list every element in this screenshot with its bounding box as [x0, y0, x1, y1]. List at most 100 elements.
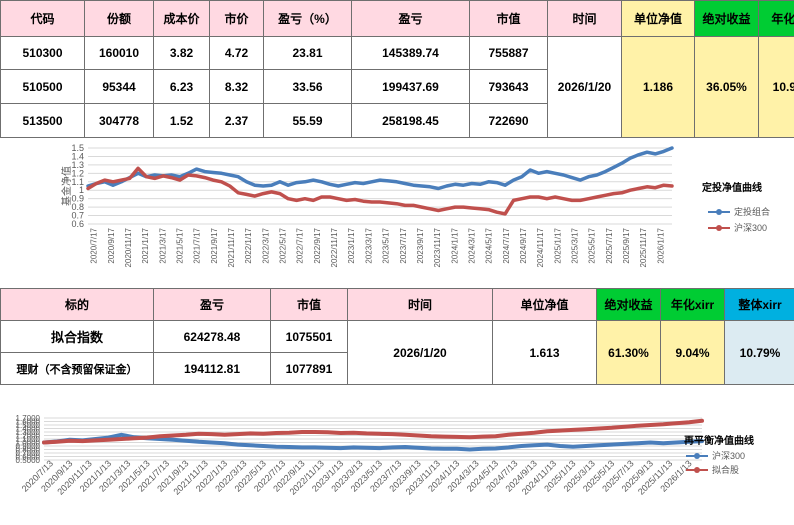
header-date: 时间: [547, 0, 622, 37]
header-nav: 单位净值: [492, 288, 597, 321]
x-tick-label: 2022/7/17: [296, 227, 305, 263]
x-tick-label: 2020/7/17: [90, 227, 99, 263]
y-axis-label: 基金净值: [60, 166, 73, 206]
y-tick-label: 0.6: [71, 219, 84, 229]
header-cost: 成本价: [153, 0, 210, 37]
y-tick-label: 1.5: [71, 143, 84, 153]
cell-value: 722690: [469, 103, 548, 138]
header-pnl-pct: 盈亏（%）: [263, 0, 352, 37]
cell-value: 755887: [469, 36, 548, 70]
x-tick-label: 2023/1/17: [347, 227, 356, 263]
table-row: 理财（不含预留保证金） 194112.81 1077891: [0, 352, 794, 385]
x-tick-label: 2021/5/17: [175, 227, 184, 263]
chart-title: 定投净值曲线: [702, 181, 762, 194]
y-tick-label: 0.6000: [16, 453, 41, 462]
nav-chart-svg: 0.60.70.80.911.11.21.31.41.5 2020/7/17 202…: [60, 143, 770, 267]
y-tick-label: 0.9000: [16, 442, 41, 451]
summary-annual: 10.95%: [758, 36, 794, 138]
y-tick-label: 1.6000: [16, 418, 41, 427]
y-tick-label: 1.5000: [16, 421, 41, 430]
portfolio-table: 标的 盈亏 市值 时间 单位净值 绝对收益 年化xirr 整体xirr 拟合指数…: [0, 288, 794, 385]
summary-abs-return: 36.05%: [694, 36, 759, 138]
header-price: 市价: [209, 0, 264, 37]
cell-value: 1077891: [270, 352, 348, 385]
cell-price: 2.37: [209, 103, 264, 138]
y-tick-label: 1.4000: [16, 425, 41, 434]
summary-nav: 1.186: [621, 36, 695, 138]
cell-pnl-pct: 23.81: [263, 36, 352, 70]
cell-cost: 3.82: [153, 36, 210, 70]
y-tick-label: 0.7: [71, 211, 84, 221]
cell-price: 8.32: [209, 69, 264, 104]
summary-annual: 9.04%: [660, 320, 725, 385]
x-tick-label: 2024/1/17: [450, 227, 459, 263]
x-tick-label: 2025/1/17: [553, 227, 562, 263]
x-tick-label: 2022/9/17: [313, 227, 322, 263]
y-tick-label: 1.3000: [16, 428, 41, 437]
chart-title: 再平衡净值曲线: [684, 434, 754, 447]
x-tick-label: 2021/1/17: [141, 227, 150, 263]
x-tick-label: 2024/3/17: [467, 227, 476, 263]
cell-price: 4.72: [209, 36, 264, 70]
y-tick-label: 1.1: [71, 177, 84, 187]
y-tick-label: 1.2: [71, 168, 84, 178]
cell-name: 理财（不含预留保证金）: [0, 352, 154, 385]
x-tick-label: 2023/9/17: [416, 227, 425, 263]
y-tick-label: 1.0000: [16, 439, 41, 448]
legend-marker: [716, 225, 722, 231]
cell-pnl: 194112.81: [153, 352, 271, 385]
y-tick-label: 0.8: [71, 202, 84, 212]
x-tick-label: 2021/7/17: [193, 227, 202, 263]
y-tick-label: 1: [79, 185, 84, 195]
header-date: 时间: [347, 288, 493, 321]
x-tick-label: 2021/3/17: [158, 227, 167, 263]
x-tick-label: 2023/11/17: [433, 227, 442, 267]
cell-shares: 95344: [84, 69, 154, 104]
holdings-table: 代码 份额 成本价 市价 盈亏（%） 盈亏 市值 时间 单位净值 绝对收益 年化…: [0, 0, 794, 138]
y-tick-label: 0.5000: [16, 456, 41, 465]
cell-name: 拟合指数: [0, 320, 154, 353]
table-row: 拟合指数 624278.48 1075501 2026/1/20 1.613 6…: [0, 320, 794, 385]
header-annual: 年化xirr: [758, 0, 794, 37]
y-tick-label: 1.4: [71, 151, 84, 161]
cell-shares: 160010: [84, 36, 154, 70]
header-abs-return: 绝对收益: [694, 0, 759, 37]
x-tick-label: 2025/5/17: [588, 227, 597, 263]
y-tick-label: 1.3: [71, 160, 84, 170]
x-tick-label: 2024/5/17: [485, 227, 494, 263]
y-tick-label: 0.7000: [16, 449, 41, 458]
rebalance-chart: 0.5000 0.6000 0.7000 0.8000 0.9000 1.0000 1.10…: [8, 408, 790, 525]
header-pnl: 盈亏: [153, 288, 271, 321]
header-name: 标的: [0, 288, 154, 321]
header-abs-return: 绝对收益: [596, 288, 661, 321]
y-tick-label: 1.2000: [16, 432, 41, 441]
summary-date: 2026/1/20: [547, 36, 622, 138]
cell-value: 793643: [469, 69, 548, 104]
x-tick-label: 2021/11/17: [227, 227, 236, 267]
cell-pnl-pct: 55.59: [263, 103, 352, 138]
summary-date: 2026/1/20: [347, 320, 493, 385]
cell-pnl: 145389.74: [351, 36, 470, 70]
x-tick-label: 2020/9/17: [107, 227, 116, 263]
cell-value: 1075501: [270, 320, 348, 353]
legend-label: 沪深300: [712, 450, 745, 461]
x-tick-label: 2025/11/17: [639, 227, 648, 267]
x-tick-label: 2025/7/17: [605, 227, 614, 263]
cell-shares: 304778: [84, 103, 154, 138]
cell-cost: 6.23: [153, 69, 210, 104]
cell-code: 513500: [0, 103, 85, 138]
summary-abs-return: 61.30%: [596, 320, 661, 385]
rebalance-chart-svg: 0.50000.60000.70000.80000.90001.00001.10…: [16, 414, 754, 497]
x-tick-label: 2022/5/17: [279, 227, 288, 263]
x-tick-label: 2024/7/17: [502, 227, 511, 263]
table-row: 510500 95344 6.23 8.32 33.56 199437.69 7…: [0, 69, 794, 104]
header-value: 市值: [469, 0, 548, 37]
y-tick-label: 1.1000: [16, 435, 41, 444]
x-tick-label: 2024/11/17: [536, 227, 545, 267]
header-code: 代码: [0, 0, 85, 37]
nav-chart: 0.6 0.7 0.8 0.9 1 1.1 1.2 1.3 1.4 1.5 2020/7/17 202…: [60, 138, 790, 284]
cell-code: 510300: [0, 36, 85, 70]
header-shares: 份额: [84, 0, 154, 37]
x-tick-label: 2022/3/17: [261, 227, 270, 263]
x-tick-label: 2023/5/17: [382, 227, 391, 263]
